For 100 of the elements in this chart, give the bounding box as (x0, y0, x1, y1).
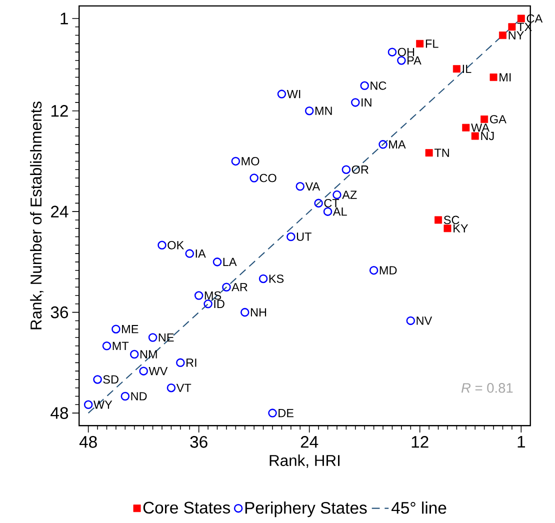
point (212, 257, 222, 266)
point (176, 358, 185, 367)
x-tick-label: 12 (412, 436, 428, 448)
annotation: VA (305, 182, 320, 190)
annotation: RI (186, 358, 196, 367)
y-tick-label: 24 (51, 206, 68, 218)
point (388, 48, 397, 56)
legend-label: Periphery States (245, 501, 367, 518)
annotation: NC (370, 81, 386, 90)
x-axis-title: Rank, HRI (270, 454, 340, 468)
annotation: CT (324, 198, 340, 208)
annotation: SD (103, 375, 118, 384)
point (185, 249, 194, 258)
legend-label: 45° line (391, 501, 446, 514)
point (462, 124, 470, 132)
annotation: NJ (481, 132, 494, 140)
point (148, 333, 158, 342)
point (406, 316, 416, 326)
point (268, 408, 277, 418)
point (194, 291, 204, 300)
point (112, 324, 120, 334)
point (120, 392, 130, 401)
point (444, 224, 452, 232)
annotation: NV (416, 316, 432, 325)
annotation: ID (214, 300, 224, 308)
annotation: IA (196, 249, 206, 258)
point (360, 81, 369, 90)
x-tick-label: 24 (300, 436, 318, 448)
point (222, 282, 231, 292)
point (286, 232, 296, 242)
point (158, 240, 166, 250)
point (84, 400, 93, 409)
annotation: MN (315, 106, 332, 115)
annotation: IN (362, 98, 372, 106)
annotation: DE (278, 408, 294, 418)
annotation: KY (454, 224, 468, 232)
point (425, 148, 433, 156)
point (240, 308, 250, 317)
x-tick-label: 36 (190, 436, 208, 448)
point (130, 350, 139, 359)
annotation: WV (148, 366, 168, 376)
annotation: VT (176, 384, 192, 392)
annotation: WI (286, 90, 300, 98)
annotation: R = 0.81 (461, 382, 513, 393)
y-axis-title: Rank, Number of Establishments (30, 102, 44, 330)
annotation: AZ (342, 190, 357, 199)
x-tick-label: 48 (79, 436, 97, 448)
point (314, 198, 323, 208)
annotation: IL (462, 64, 472, 73)
point (231, 156, 240, 166)
annotation: CO (260, 174, 276, 182)
annotation: OK (168, 240, 184, 250)
point (332, 190, 342, 200)
annotation: NY (508, 31, 524, 40)
point (369, 266, 378, 275)
annotation: SC (444, 216, 460, 224)
annotation: MS (204, 291, 222, 300)
annotation: AR (232, 283, 248, 292)
point (517, 14, 525, 22)
annotation: AL (332, 207, 347, 216)
y-tick-label: 48 (50, 407, 68, 419)
point (498, 31, 506, 39)
point (490, 73, 498, 81)
annotation: OH (398, 48, 414, 56)
annotation: ME (122, 324, 138, 334)
point (416, 40, 424, 48)
y-tick-label: 36 (50, 306, 68, 318)
annotation: KS (269, 274, 284, 283)
y-tick-label: 12 (51, 104, 68, 117)
point (508, 23, 516, 31)
annotation: OR (352, 165, 368, 174)
point (434, 216, 442, 224)
point (304, 106, 314, 116)
point (480, 115, 488, 123)
point (250, 174, 258, 182)
point (452, 65, 460, 73)
point (93, 375, 102, 384)
legend-label: Core States (143, 502, 230, 514)
point (378, 140, 388, 149)
point (139, 366, 148, 376)
point (277, 90, 286, 98)
x-tick-label: 1 (518, 436, 525, 448)
point (258, 274, 268, 284)
point (351, 98, 360, 107)
annotation: NM (140, 350, 157, 358)
annotation: MD (380, 266, 397, 274)
annotation: MT (112, 342, 129, 350)
annotation: GA (490, 114, 506, 124)
annotation: LA (223, 258, 237, 266)
annotation: WA (471, 124, 490, 132)
annotation: FL (426, 40, 438, 48)
annotation: TN (434, 148, 449, 157)
point (204, 299, 212, 308)
annotation: MA (389, 140, 406, 148)
annotation: NH (250, 308, 266, 316)
annotation: MI (500, 73, 511, 82)
point (102, 341, 112, 350)
annotation: WY (93, 400, 112, 409)
annotation: NE (158, 333, 174, 342)
point (471, 132, 479, 140)
